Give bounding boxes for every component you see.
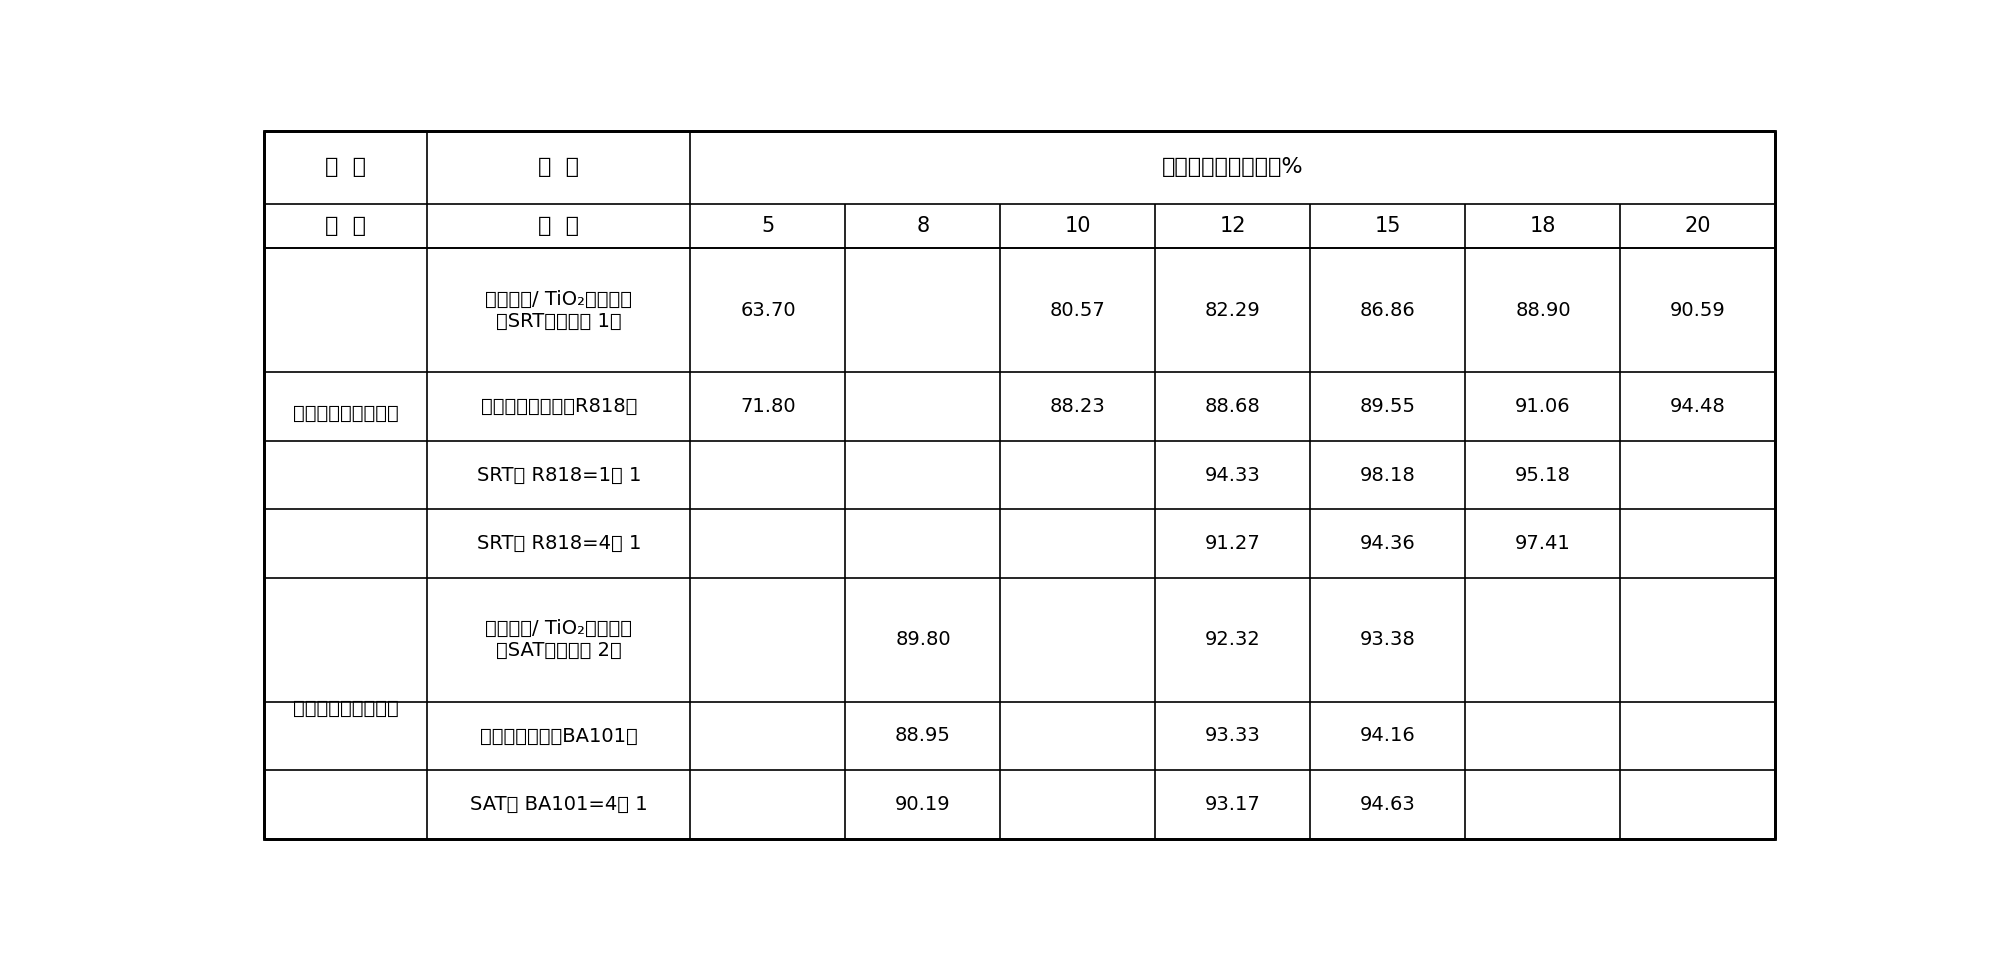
Text: 86.86: 86.86 xyxy=(1358,300,1414,320)
Text: 锐馒型馒白粉（BA101）: 锐馒型馒白粉（BA101） xyxy=(479,727,636,746)
Text: 63.70: 63.70 xyxy=(740,300,796,320)
Text: 95.18: 95.18 xyxy=(1514,466,1569,485)
Text: 71.80: 71.80 xyxy=(740,396,796,416)
Text: 93.17: 93.17 xyxy=(1205,795,1261,814)
Text: 94.36: 94.36 xyxy=(1358,534,1414,553)
Text: 氮氧化镁/ TiO₂复合材料
（SRT，实施例 1）: 氮氧化镁/ TiO₂复合材料 （SRT，实施例 1） xyxy=(485,290,633,330)
Text: 18: 18 xyxy=(1530,216,1555,236)
Text: 94.48: 94.48 xyxy=(1669,396,1724,416)
Text: 94.63: 94.63 xyxy=(1358,795,1414,814)
Text: 5: 5 xyxy=(762,216,774,236)
Text: 10: 10 xyxy=(1064,216,1090,236)
Text: 94.33: 94.33 xyxy=(1205,466,1261,485)
Text: SRT： R818=4： 1: SRT： R818=4： 1 xyxy=(475,534,640,553)
Text: 82.29: 82.29 xyxy=(1205,300,1261,320)
Text: 88.95: 88.95 xyxy=(895,727,951,746)
Text: 90.59: 90.59 xyxy=(1669,300,1724,320)
Text: 88.23: 88.23 xyxy=(1050,396,1106,416)
Text: 氮氧化镁/ TiO₂复合材料
（SAT，实施例 2）: 氮氧化镁/ TiO₂复合材料 （SAT，实施例 2） xyxy=(485,619,633,660)
Text: 91.06: 91.06 xyxy=(1514,396,1569,416)
Text: 88.90: 88.90 xyxy=(1514,300,1569,320)
Text: 颜料占涂料总量比，%: 颜料占涂料总量比，% xyxy=(1162,157,1303,178)
Text: SAT： BA101=4： 1: SAT： BA101=4： 1 xyxy=(469,795,646,814)
Text: 15: 15 xyxy=(1374,216,1400,236)
Text: 91.27: 91.27 xyxy=(1205,534,1261,553)
Text: 种  类: 种 类 xyxy=(537,216,579,236)
Text: 98.18: 98.18 xyxy=(1358,466,1414,485)
Text: SRT： R818=1： 1: SRT： R818=1： 1 xyxy=(475,466,640,485)
Text: 涂  料: 涂 料 xyxy=(324,157,366,178)
Text: 80.57: 80.57 xyxy=(1050,300,1106,320)
Text: 94.16: 94.16 xyxy=(1358,727,1414,746)
Text: 内墙涂料，苯丙乳液: 内墙涂料，苯丙乳液 xyxy=(292,699,398,718)
Text: 93.33: 93.33 xyxy=(1205,727,1261,746)
Text: 88.68: 88.68 xyxy=(1205,396,1261,416)
Text: 12: 12 xyxy=(1219,216,1245,236)
Text: 金红石型馒白粉（R818）: 金红石型馒白粉（R818） xyxy=(479,396,636,416)
Text: 92.32: 92.32 xyxy=(1205,631,1261,649)
Text: 89.55: 89.55 xyxy=(1358,396,1416,416)
Text: 种  类: 种 类 xyxy=(324,216,366,236)
Text: 89.80: 89.80 xyxy=(895,631,951,649)
Text: 颜  料: 颜 料 xyxy=(537,157,579,178)
Text: 20: 20 xyxy=(1685,216,1711,236)
Text: 97.41: 97.41 xyxy=(1514,534,1569,553)
Text: 8: 8 xyxy=(917,216,929,236)
Text: 93.38: 93.38 xyxy=(1358,631,1414,649)
Text: 外墙涂料，纯丙乳液: 外墙涂料，纯丙乳液 xyxy=(292,404,398,422)
Text: 90.19: 90.19 xyxy=(895,795,951,814)
